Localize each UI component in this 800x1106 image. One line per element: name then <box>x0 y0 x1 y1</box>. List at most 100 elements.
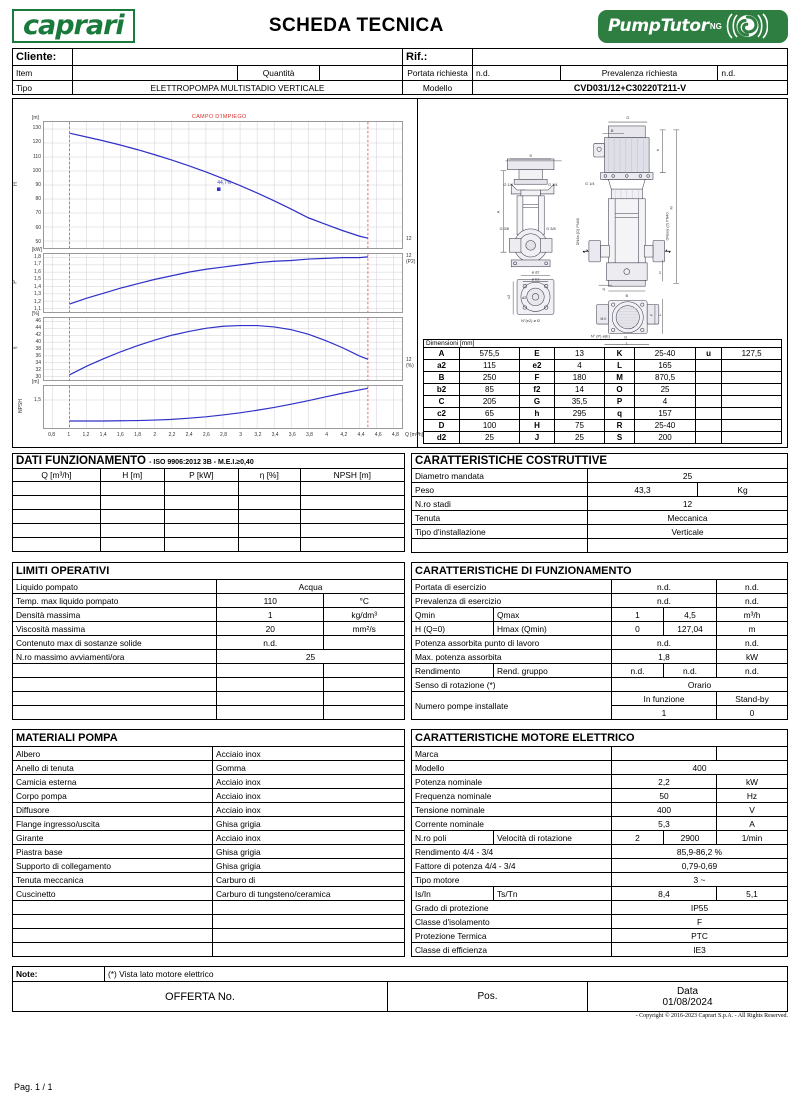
head-axis-label: H <box>12 182 19 186</box>
prevalenza-richiesta-value[interactable]: n.d. <box>717 66 787 80</box>
svg-text:F: F <box>649 313 654 316</box>
dati-cell[interactable] <box>99 481 165 496</box>
dati-cell[interactable] <box>299 523 406 538</box>
materiale-label: Albero <box>12 746 213 761</box>
dati-cell[interactable] <box>12 495 101 510</box>
funzionamento-value2: 4,5 <box>663 607 717 622</box>
motore-value <box>611 746 717 761</box>
dati-cell[interactable] <box>238 495 301 510</box>
funzionamento-unit: n.d. <box>716 593 788 608</box>
dati-cell[interactable] <box>12 523 101 538</box>
dimension-cell: q <box>603 407 636 420</box>
motore-row: Classe d'isolamento F <box>411 914 788 929</box>
materiale-value: Ghisa grigia <box>212 844 405 859</box>
dimension-cell: 165 <box>634 359 696 372</box>
motore-value: 50 <box>611 788 717 803</box>
y-tick-label: 1,2 <box>34 298 41 305</box>
motore-value: 8,4 <box>611 886 717 901</box>
limiti-value <box>216 663 325 678</box>
dati-cell[interactable] <box>238 537 301 552</box>
svg-text:DNsea (J) PN40: DNsea (J) PN40 <box>665 212 670 240</box>
dati-cell[interactable] <box>99 523 165 538</box>
svg-text:h: h <box>655 149 660 151</box>
funzionamento-row: Max. potenza assorbita 1,8 kW <box>411 649 788 664</box>
motore-value2: 2900 <box>663 830 717 845</box>
dati-cell[interactable] <box>163 523 240 538</box>
dati-cell[interactable] <box>99 509 165 524</box>
note-label: Note: <box>12 966 105 982</box>
dati-cell[interactable] <box>12 537 101 552</box>
dati-cell[interactable] <box>299 481 406 496</box>
costruttive-value: 25 <box>587 468 788 483</box>
pumptutor-logo: PumpTutor NG <box>598 9 788 43</box>
svg-text:u: u <box>657 271 662 273</box>
dimensions-table-wrap: Dimensioni [mm] A 575,5 E 13 K 25-40 u 127,5 a2 1… <box>422 339 782 444</box>
svg-text:c2: c2 <box>506 295 511 299</box>
dimension-cell: c2 <box>422 407 461 420</box>
dimension-cell: 25 <box>554 431 605 444</box>
limiti-row <box>11 677 405 692</box>
dimension-cell: 13 <box>554 347 605 360</box>
dati-cell[interactable] <box>163 495 240 510</box>
limiti-label <box>11 691 218 706</box>
dati-cell[interactable] <box>299 495 406 510</box>
dimension-cell <box>721 419 782 432</box>
funzionamento-value: 1,8 <box>611 649 717 664</box>
motore-value: IP55 <box>611 900 788 915</box>
x-tick-label: 3,8 <box>305 432 313 438</box>
dati-cell[interactable] <box>12 481 101 496</box>
dati-cell[interactable] <box>163 509 240 524</box>
dati-cell[interactable] <box>12 509 101 524</box>
dimension-cell: L <box>603 359 636 372</box>
dati-cell[interactable] <box>163 481 240 496</box>
costruttive-value: Meccanica <box>587 510 788 525</box>
dati-cell[interactable] <box>299 509 406 524</box>
rif-label: Rif.: <box>402 48 473 66</box>
offerta-label[interactable]: OFFERTA No. <box>12 981 388 1012</box>
note-value[interactable]: (*) Vista lato motore elettrico <box>104 966 788 982</box>
dati-cell[interactable] <box>238 481 301 496</box>
copyright-text: - Copyright © 2016-2023 Caprari S.p.A. -… <box>635 1013 788 1019</box>
cliente-value[interactable] <box>72 48 403 66</box>
limiti-label: Temp. max liquido pompato <box>11 593 218 608</box>
materiale-row: Anello di tenuta Gomma <box>12 760 405 775</box>
funzionamento-value1: 1 <box>611 607 664 622</box>
materiale-row: Tenuta meccanica Carburo di <box>12 872 405 887</box>
dimension-cell <box>694 359 723 372</box>
svg-text:D: D <box>624 335 627 340</box>
dati-cell[interactable] <box>238 509 301 524</box>
dati-cell[interactable] <box>238 523 301 538</box>
materiale-label: Girante <box>12 830 213 845</box>
dati-cell[interactable] <box>99 495 165 510</box>
quantita-value[interactable] <box>319 66 402 80</box>
portata-richiesta-value[interactable]: n.d. <box>476 68 490 78</box>
pos-label[interactable]: Pos. <box>387 981 588 1012</box>
y-tick-label: 1,1 <box>34 306 41 313</box>
dati-cell[interactable] <box>299 537 406 552</box>
materiale-row: Supporto di collegamento Ghisa grigia <box>12 858 405 873</box>
portata-richiesta-label: Portata richiesta <box>402 65 473 81</box>
dati-cell[interactable] <box>163 537 240 552</box>
item-value[interactable] <box>73 66 238 80</box>
funzionamento-label: Portata di esercizio <box>411 579 612 594</box>
dati-cell[interactable] <box>99 537 165 552</box>
dimension-cell <box>694 395 723 408</box>
motore-label2: Velocità di rotazione <box>493 830 612 845</box>
svg-text:q: q <box>603 286 605 291</box>
tipo-value: ELETTROPOMPA MULTISTADIO VERTICALE <box>72 80 403 95</box>
rif-value[interactable] <box>472 48 788 66</box>
dimension-cell <box>694 407 723 420</box>
svg-text:M: M <box>668 206 673 209</box>
limiti-value: n.d. <box>216 635 325 650</box>
efficiency-marker-label: 44,7% <box>217 180 232 187</box>
y-tick-label: 1,7 <box>34 261 41 268</box>
y-tick-label: 46 <box>35 317 41 324</box>
svg-text:G 3/8: G 3/8 <box>500 226 509 231</box>
x-tick-label: 3,4 <box>271 432 279 438</box>
pumps-label: Numero pompe installate <box>411 691 612 720</box>
x-tick-label: 1,4 <box>99 432 107 438</box>
dati-funzionamento-title: DATI FUNZIONAMENTO <box>16 455 146 467</box>
x-tick-label: 1 <box>67 432 71 438</box>
y-tick-label: 90 <box>35 182 41 188</box>
